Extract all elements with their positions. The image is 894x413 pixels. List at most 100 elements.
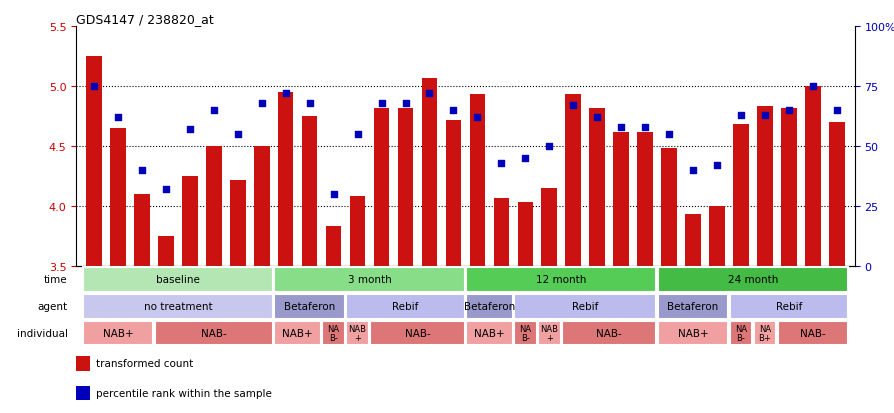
Text: NA
B+: NA B+ xyxy=(757,325,771,342)
Point xyxy=(565,102,579,109)
Text: Betaferon: Betaferon xyxy=(667,301,718,312)
Bar xyxy=(513,321,536,346)
Text: transformed count: transformed count xyxy=(96,358,192,368)
Point xyxy=(422,90,436,97)
Bar xyxy=(756,107,772,266)
Text: 3 month: 3 month xyxy=(347,275,391,285)
Bar xyxy=(517,203,533,266)
Point xyxy=(493,160,508,167)
Bar xyxy=(206,147,222,266)
Bar xyxy=(469,95,485,266)
Bar xyxy=(181,177,198,266)
Text: NAB+: NAB+ xyxy=(677,328,707,339)
Bar xyxy=(612,132,628,266)
Point xyxy=(709,162,723,169)
Point xyxy=(733,112,747,119)
Bar xyxy=(685,215,700,266)
Text: baseline: baseline xyxy=(156,275,199,285)
Text: NAB-: NAB- xyxy=(201,328,226,339)
Text: GDS4147 / 238820_at: GDS4147 / 238820_at xyxy=(76,13,214,26)
Text: NAB
+: NAB + xyxy=(348,325,367,342)
Bar xyxy=(565,95,580,266)
Text: no treatment: no treatment xyxy=(143,301,212,312)
Text: 12 month: 12 month xyxy=(536,275,586,285)
Text: agent: agent xyxy=(38,301,68,312)
Bar xyxy=(780,108,796,266)
Bar xyxy=(732,125,748,266)
Point xyxy=(111,114,125,121)
Bar xyxy=(513,294,655,319)
Point xyxy=(278,90,292,97)
Bar xyxy=(346,321,368,346)
Text: NAB
+: NAB + xyxy=(540,325,558,342)
Point xyxy=(662,131,676,138)
Bar xyxy=(134,195,149,266)
Text: NA
B-: NA B- xyxy=(327,325,340,342)
Bar xyxy=(541,188,556,266)
Bar xyxy=(76,356,90,371)
Text: Betaferon: Betaferon xyxy=(283,301,335,312)
Point xyxy=(374,100,388,107)
Text: 24 month: 24 month xyxy=(727,275,777,285)
Bar xyxy=(753,321,775,346)
Point xyxy=(207,107,221,114)
Point xyxy=(829,107,843,114)
Point xyxy=(254,100,268,107)
Bar xyxy=(346,294,464,319)
Text: NAB-: NAB- xyxy=(799,328,825,339)
Bar xyxy=(445,120,460,266)
Bar xyxy=(254,147,269,266)
Text: Betaferon: Betaferon xyxy=(463,301,514,312)
Point xyxy=(326,191,341,198)
Bar xyxy=(708,206,724,266)
Text: NA
B-: NA B- xyxy=(734,325,746,342)
Text: Rebif: Rebif xyxy=(571,301,598,312)
Point xyxy=(613,124,628,131)
Bar xyxy=(82,321,153,346)
Bar xyxy=(637,132,652,266)
Bar xyxy=(278,93,293,266)
Point xyxy=(637,124,652,131)
Text: NAB+: NAB+ xyxy=(283,328,313,339)
Text: NAB+: NAB+ xyxy=(103,328,133,339)
Bar xyxy=(274,268,464,292)
Bar xyxy=(729,294,848,319)
Point xyxy=(182,126,197,133)
Bar xyxy=(158,236,173,266)
Bar xyxy=(325,227,341,266)
Bar xyxy=(537,321,560,346)
Bar xyxy=(350,197,365,266)
Bar xyxy=(230,180,245,266)
Point xyxy=(350,131,365,138)
Point xyxy=(446,107,460,114)
Bar xyxy=(657,268,848,292)
Text: NAB-: NAB- xyxy=(595,328,621,339)
Bar xyxy=(493,198,509,266)
Point xyxy=(805,83,819,90)
Bar xyxy=(82,268,273,292)
Text: time: time xyxy=(44,275,68,285)
Point xyxy=(158,186,173,193)
Point xyxy=(398,100,412,107)
Point xyxy=(469,114,484,121)
Text: Rebif: Rebif xyxy=(392,301,418,312)
Text: NAB+: NAB+ xyxy=(474,328,504,339)
Point xyxy=(542,143,556,150)
Bar xyxy=(657,321,728,346)
Text: individual: individual xyxy=(17,328,68,339)
Text: NA
B-: NA B- xyxy=(519,325,531,342)
Point xyxy=(87,83,101,90)
Bar xyxy=(657,294,728,319)
Bar xyxy=(589,108,604,266)
Bar xyxy=(421,78,437,266)
Bar xyxy=(76,386,90,401)
Bar xyxy=(804,87,820,266)
Bar xyxy=(374,108,389,266)
Text: percentile rank within the sample: percentile rank within the sample xyxy=(96,388,271,398)
Text: NAB-: NAB- xyxy=(404,328,430,339)
Point xyxy=(518,155,532,162)
Bar xyxy=(466,268,655,292)
Point xyxy=(231,131,245,138)
Bar xyxy=(661,149,676,266)
Bar xyxy=(322,321,344,346)
